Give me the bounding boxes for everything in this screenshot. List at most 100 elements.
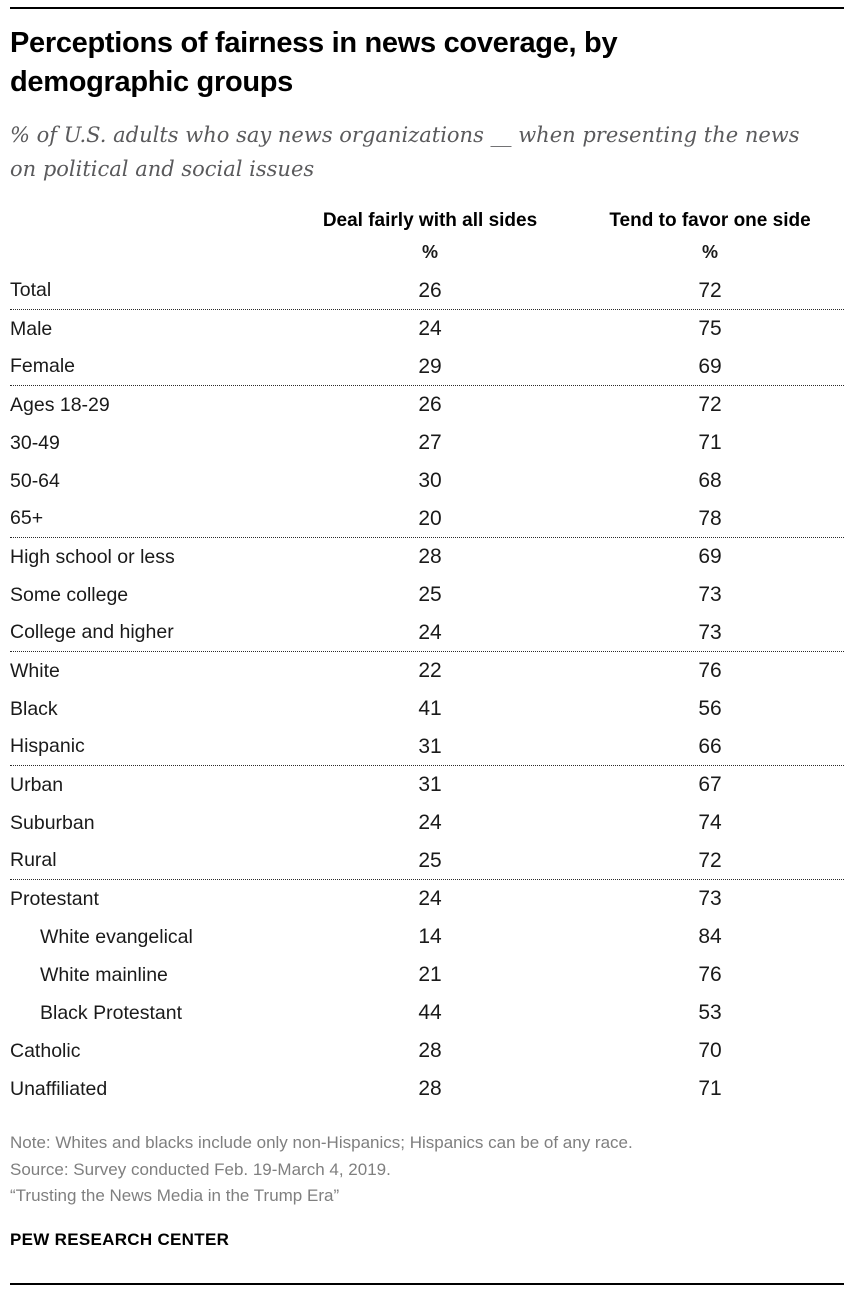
deal-fairly-value: 25 [418,848,442,872]
row-label: Suburban [10,811,95,834]
deal-fairly-value: 31 [418,773,442,796]
deal-fairly-value: 41 [418,697,442,720]
row-label: White mainline [40,963,168,986]
favor-one-side-value: 56 [698,697,722,720]
favor-one-side-value: 72 [698,848,722,872]
deal-fairly-value: 28 [418,545,442,568]
page-title-line-2: demographic groups [10,66,294,98]
table-row: White evangelical 14 84 [10,918,844,956]
top-rule [10,7,844,9]
table-row: Total 26 72 [10,272,844,310]
table-row: White 22 76 [10,652,844,690]
page-title: Perceptions of fairness in news coverage… [10,24,844,102]
favor-one-side-value: 69 [698,545,722,568]
row-label: White [10,659,60,682]
deal-fairly-value: 24 [418,811,442,834]
deal-fairly-value: 24 [418,620,442,644]
favor-one-side-value: 53 [698,1001,722,1024]
table-row: Urban 31 67 [10,766,844,804]
table-header-row: Deal fairly with all sides Tend to favor… [10,210,844,232]
deal-fairly-value: 24 [418,317,442,340]
row-label: Total [10,279,52,301]
note-text: Note: Whites and blacks include only non… [10,1133,633,1152]
favor-one-side-value: 75 [698,317,722,340]
page-subtitle-line-1: % of U.S. adults who say news organizati… [10,123,800,147]
row-label: Catholic [10,1039,81,1062]
row-label: Unaffiliated [10,1077,108,1100]
table-row: Male 24 75 [10,310,844,348]
table-row: White mainline 21 76 [10,956,844,994]
percent-symbol-favor-one-side: % [701,241,718,262]
table-row: Female 29 69 [10,348,844,386]
deal-fairly-value: 21 [418,963,442,986]
table-row: Black Protestant 44 53 [10,994,844,1032]
favor-one-side-value: 66 [698,734,722,758]
deal-fairly-value: 20 [418,506,442,530]
page-subtitle: % of U.S. adults who say news organizati… [10,118,844,186]
table-row: 50-64 30 68 [10,462,844,500]
row-label: Urban [10,773,64,796]
page-subtitle-line-2: on political and social issues [10,157,315,181]
row-label: 50-64 [10,469,60,492]
favor-one-side-value: 76 [698,963,722,986]
report-title-text: “Trusting the News Media in the Trump Er… [10,1186,340,1205]
deal-fairly-value: 26 [418,393,442,416]
row-label: Female [10,355,76,377]
favor-one-side-value: 74 [698,811,722,834]
favor-one-side-value: 68 [698,469,722,492]
table-row: Hispanic 31 66 [10,728,844,766]
deal-fairly-value: 24 [418,887,442,910]
row-label: Some college [10,583,129,606]
row-label: Black Protestant [40,1001,182,1024]
footer-notes: Note: Whites and blacks include only non… [10,1130,844,1210]
table-row: Some college 25 73 [10,576,844,614]
favor-one-side-value: 84 [698,925,722,948]
column-header-deal-fairly: Deal fairly with all sides [322,210,538,231]
deal-fairly-value: 27 [418,431,442,454]
table-row: Rural 25 72 [10,842,844,880]
table-row: High school or less 28 69 [10,538,844,576]
row-label: Rural [10,849,57,871]
deal-fairly-value: 29 [418,354,442,378]
page-title-line-1: Perceptions of fairness in news coverage… [10,27,618,59]
table-row: Catholic 28 70 [10,1032,844,1070]
deal-fairly-value: 25 [418,583,442,606]
table-row: Suburban 24 74 [10,804,844,842]
deal-fairly-value: 22 [418,659,442,682]
table-unit-row: % % [10,232,844,272]
deal-fairly-value: 30 [418,469,442,492]
table-row: 65+ 20 78 [10,500,844,538]
percent-symbol-deal-fairly: % [421,241,438,262]
favor-one-side-value: 67 [698,773,722,796]
row-label: White evangelical [40,925,193,948]
source-text: Source: Survey conducted Feb. 19-March 4… [10,1159,391,1179]
table-row: College and higher 24 73 [10,614,844,652]
favor-one-side-value: 78 [698,506,722,530]
favor-one-side-value: 70 [698,1039,722,1062]
table-row: Protestant 24 73 [10,880,844,918]
favor-one-side-value: 71 [698,431,722,454]
deal-fairly-value: 14 [418,925,442,948]
favor-one-side-value: 72 [698,393,722,416]
deal-fairly-value: 31 [418,734,442,758]
table-row: Unaffiliated 28 71 [10,1070,844,1108]
row-label: 30-49 [10,431,60,454]
favor-one-side-value: 69 [698,354,722,378]
table-body: Total 26 72 Male 24 75 Female 29 69 Ages… [10,272,844,1108]
deal-fairly-value: 44 [418,1001,442,1024]
row-label: Black [10,697,58,720]
favor-one-side-value: 73 [698,583,722,606]
row-label: 65+ [10,507,44,529]
bottom-rule [10,1282,844,1285]
column-header-favor-one-side: Tend to favor one side [609,210,811,231]
demographics-table: Deal fairly with all sides Tend to favor… [10,210,844,1108]
deal-fairly-value: 28 [418,1077,442,1100]
deal-fairly-value: 26 [418,278,442,302]
favor-one-side-value: 73 [698,887,722,910]
row-label: Hispanic [10,735,85,757]
favor-one-side-value: 73 [698,620,722,644]
row-label: Male [10,317,53,340]
pew-research-center-wordmark: PEW RESEARCH CENTER [10,1229,230,1249]
table-row: Black 41 56 [10,690,844,728]
